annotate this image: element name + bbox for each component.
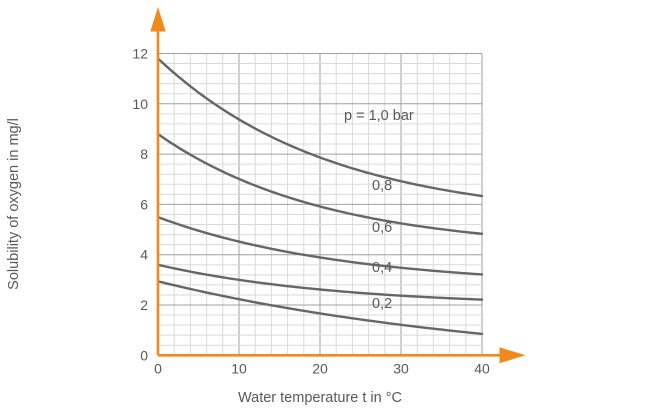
svg-text:6: 6 [140,196,148,212]
svg-text:10: 10 [132,96,148,112]
svg-text:8: 8 [140,146,148,162]
svg-text:30: 30 [393,360,409,376]
svg-text:2: 2 [140,297,148,313]
svg-text:4: 4 [140,247,148,263]
svg-text:10: 10 [231,360,247,376]
svg-text:0: 0 [154,360,162,376]
svg-text:12: 12 [132,46,148,62]
svg-text:40: 40 [474,360,490,376]
svg-text:0: 0 [140,347,148,363]
svg-text:20: 20 [312,360,328,376]
